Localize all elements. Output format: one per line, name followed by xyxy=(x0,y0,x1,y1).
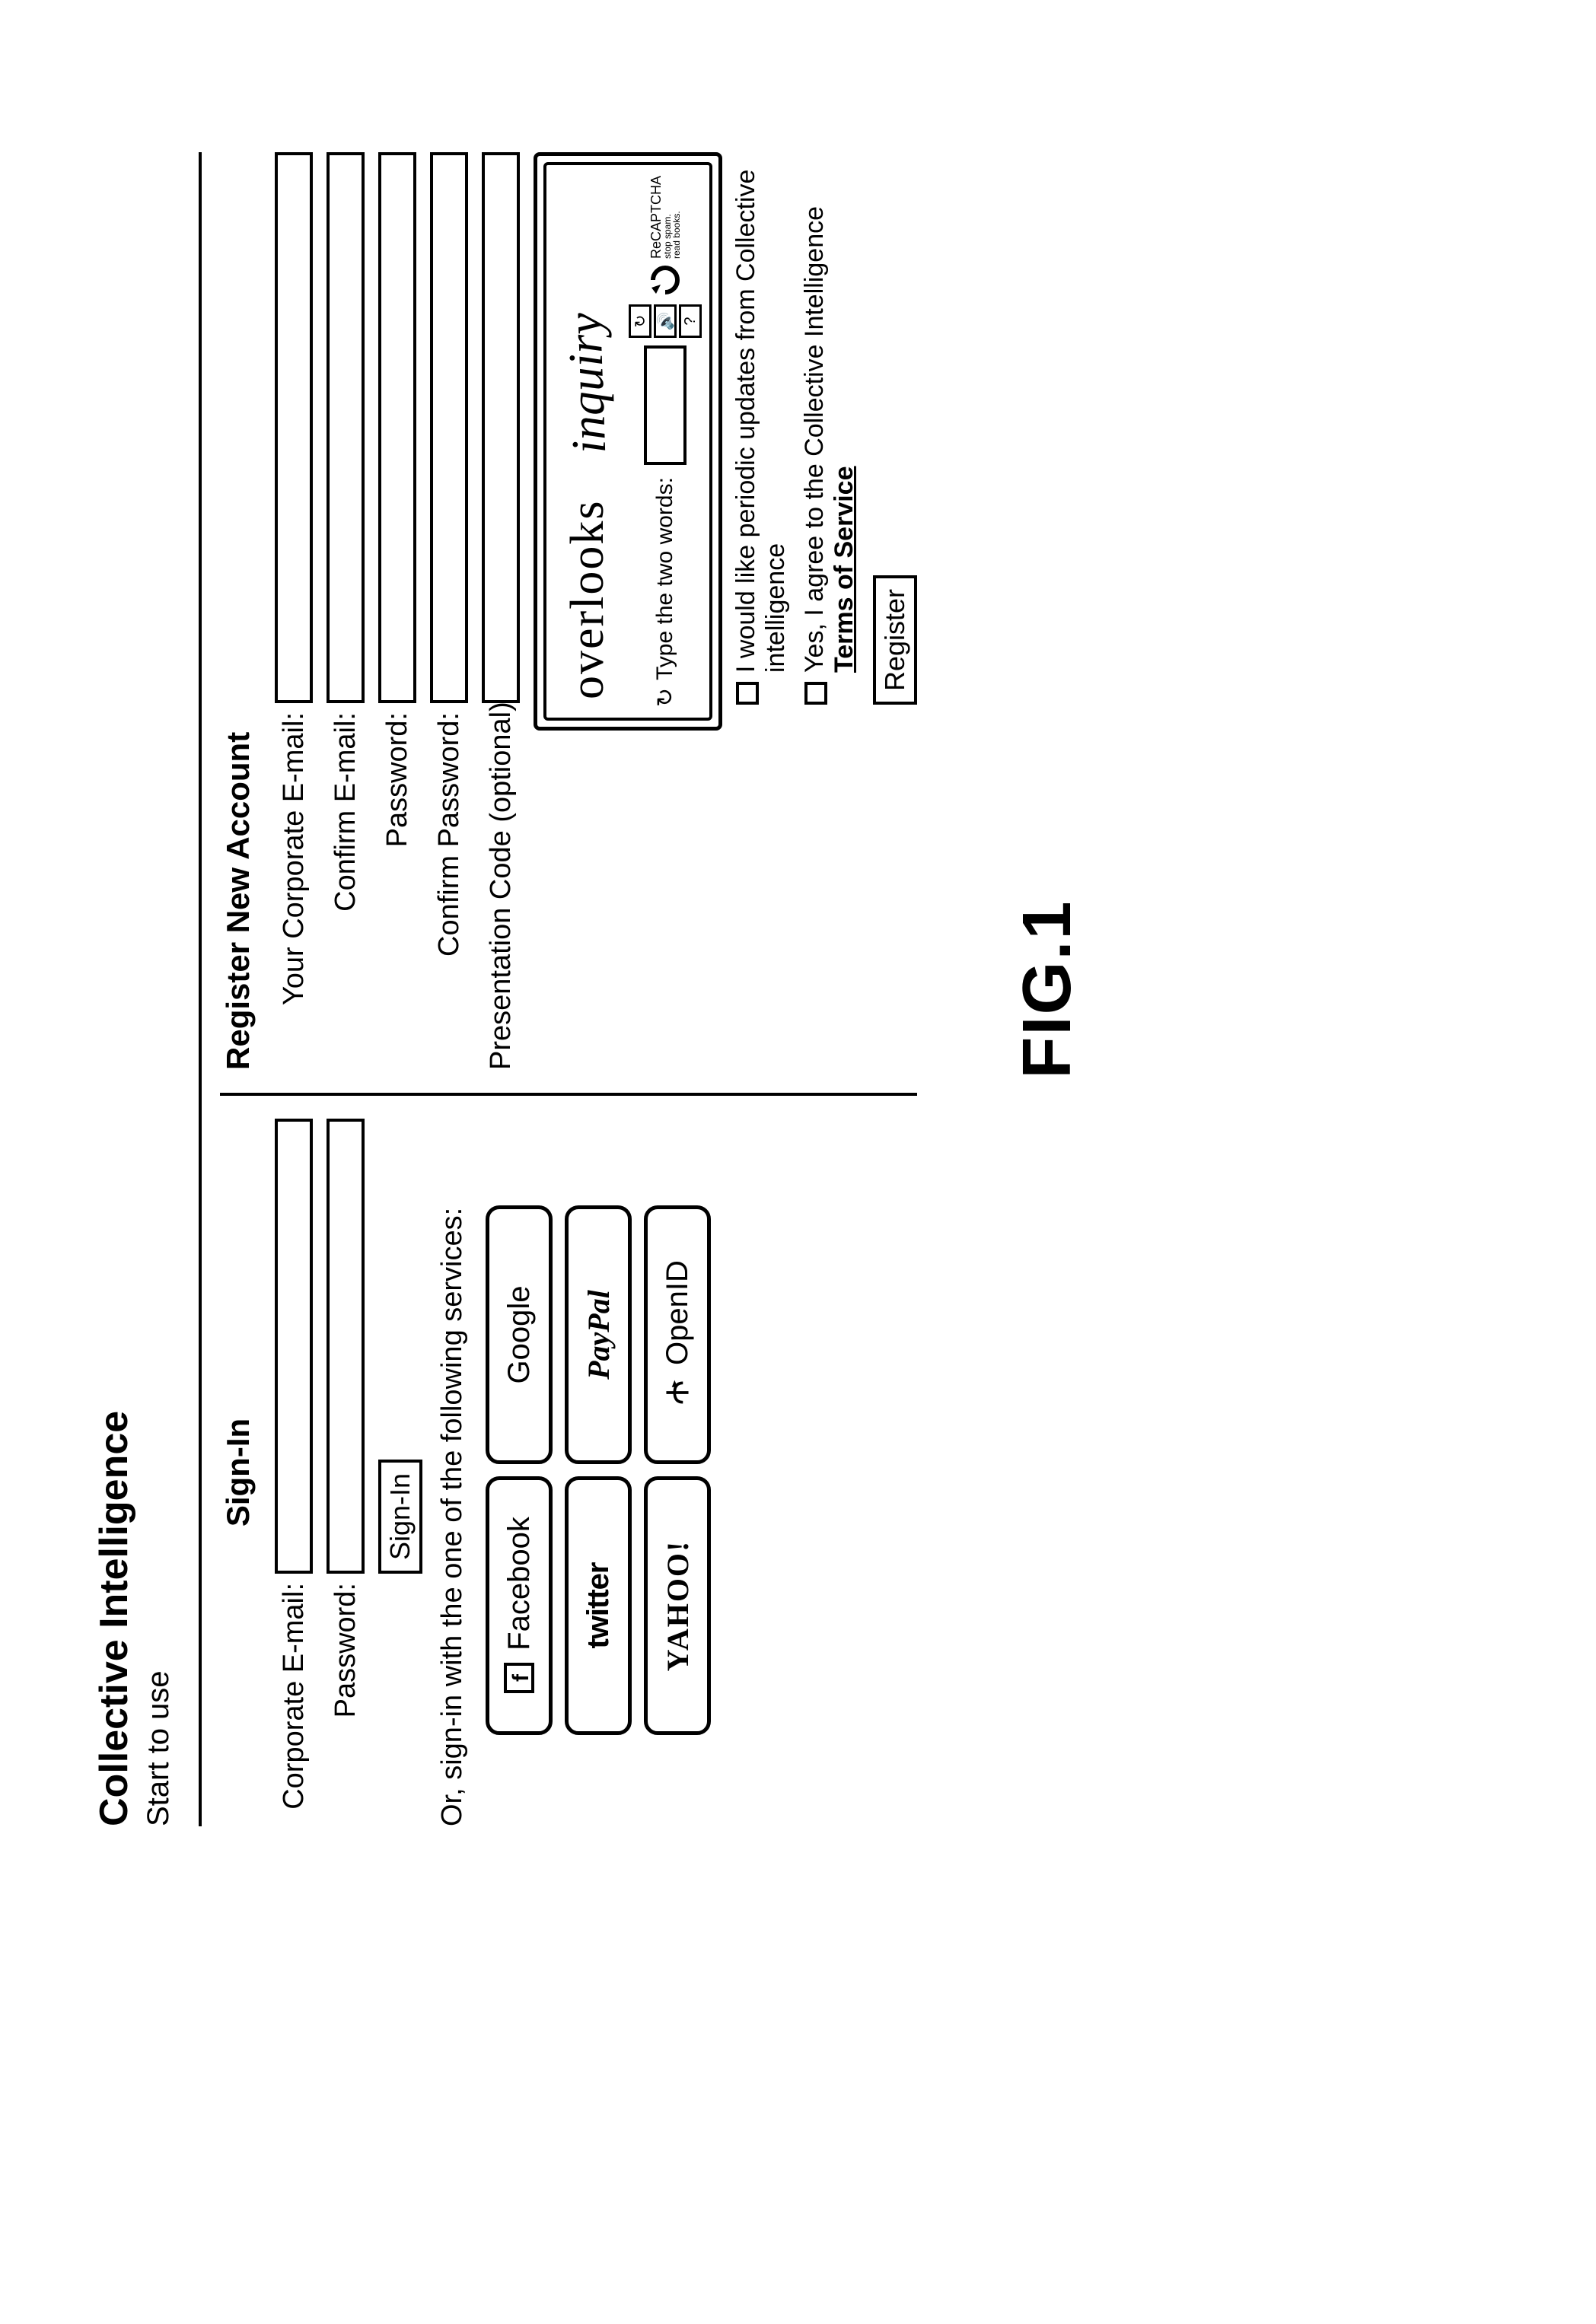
register-panel: Register New Account Your Corporate E-ma… xyxy=(220,152,917,1093)
captcha-input[interactable] xyxy=(644,345,687,465)
confirm-email-input[interactable] xyxy=(327,152,365,703)
captcha-word-1: overlooks xyxy=(561,499,615,699)
captcha-help-button[interactable]: ? xyxy=(679,304,702,338)
provider-google[interactable]: Google xyxy=(486,1205,553,1464)
agree-label: Yes, I agree to the Collective Intellige… xyxy=(800,152,859,673)
facebook-icon: f xyxy=(502,1661,536,1695)
register-button[interactable]: Register xyxy=(873,575,917,705)
provider-openid[interactable]: OpenID xyxy=(644,1205,711,1464)
agree-checkbox[interactable] xyxy=(804,682,827,705)
tos-link[interactable]: Terms of Service xyxy=(830,466,859,673)
provider-paypal[interactable]: PayPal xyxy=(565,1205,632,1464)
captcha-challenge: overlooks inquiry xyxy=(554,176,624,707)
signin-button[interactable]: Sign-In xyxy=(378,1460,422,1574)
captcha-widget: overlooks inquiry ↻ Type the two words: … xyxy=(534,152,722,731)
register-password-input[interactable] xyxy=(378,152,416,703)
captcha-audio-button[interactable]: 🔊 xyxy=(654,304,677,338)
captcha-brand: ReCAPTCHA stop spam. read books. xyxy=(648,176,682,297)
signin-panel: Sign-In Corporate E-mail: Password: Sign… xyxy=(220,1096,917,1826)
page-title: Collective Intelligence xyxy=(91,152,137,1826)
signin-heading: Sign-In xyxy=(220,1119,256,1826)
confirm-password-input[interactable] xyxy=(430,152,468,703)
signin-email-label: Corporate E-mail: xyxy=(278,1583,311,1826)
provider-google-label: Google xyxy=(502,1286,537,1384)
signin-or-text: Or, sign-in with the one of the followin… xyxy=(436,1119,469,1826)
provider-facebook-label: Facebook xyxy=(502,1517,537,1651)
confirm-password-label: Confirm Password: xyxy=(433,712,466,1070)
captcha-word-2: inquiry xyxy=(556,312,617,454)
provider-openid-label: OpenID xyxy=(661,1260,695,1365)
register-email-label: Your Corporate E-mail: xyxy=(278,712,311,1070)
page-subtitle: Start to use xyxy=(142,152,176,1826)
openid-icon xyxy=(661,1376,694,1409)
provider-twitter-label: twitter xyxy=(581,1563,616,1649)
confirm-email-label: Confirm E-mail: xyxy=(330,712,362,1070)
provider-paypal-label: PayPal xyxy=(581,1290,616,1380)
code-label: Presentation Code (optional): xyxy=(485,712,518,1070)
figure-label: FIG.1 xyxy=(1008,152,1087,1826)
provider-twitter[interactable]: twitter xyxy=(565,1476,632,1735)
captcha-brand-label: ReCAPTCHA xyxy=(648,176,664,259)
updates-label: I would like periodic updates from Colle… xyxy=(731,152,791,673)
captcha-arrow-icon: ↻ xyxy=(652,688,679,707)
captcha-tagline-2: read books. xyxy=(672,176,681,259)
provider-yahoo-label: YAHOO! xyxy=(660,1540,696,1672)
captcha-refresh-button[interactable]: ↻ xyxy=(629,304,651,338)
agree-prefix: Yes, I agree to the Collective Intellige… xyxy=(800,206,829,673)
signin-password-label: Password: xyxy=(330,1583,362,1826)
provider-yahoo[interactable]: YAHOO! xyxy=(644,1476,711,1735)
updates-checkbox[interactable] xyxy=(736,682,759,705)
register-heading: Register New Account xyxy=(220,152,256,1070)
signin-password-input[interactable] xyxy=(327,1119,365,1574)
column-divider xyxy=(220,1093,917,1096)
svg-text:f: f xyxy=(508,1673,534,1682)
register-email-input[interactable] xyxy=(275,152,313,703)
code-input[interactable] xyxy=(482,152,520,703)
provider-facebook[interactable]: f Facebook xyxy=(486,1476,553,1735)
signin-email-input[interactable] xyxy=(275,1119,313,1574)
register-password-label: Password: xyxy=(381,712,414,1070)
horizontal-rule xyxy=(199,152,202,1826)
captcha-type-label: Type the two words: xyxy=(652,477,678,680)
